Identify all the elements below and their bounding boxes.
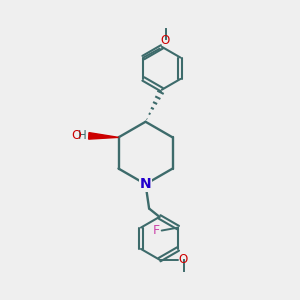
Text: O: O <box>71 129 81 142</box>
Text: F: F <box>152 224 160 237</box>
Polygon shape <box>88 133 119 139</box>
Text: O: O <box>179 253 188 266</box>
Text: N: N <box>140 177 152 191</box>
Text: O: O <box>160 34 170 47</box>
Text: H: H <box>78 129 86 142</box>
